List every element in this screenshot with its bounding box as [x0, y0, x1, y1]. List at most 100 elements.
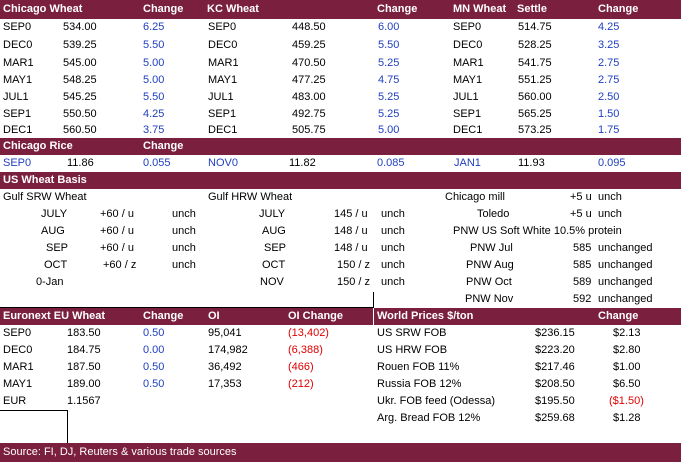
basis-title: US Wheat Basis	[3, 174, 87, 186]
change-value: 3.25	[598, 39, 620, 51]
change-value: 6.00	[378, 21, 400, 33]
contract-month: MAR1	[208, 57, 239, 69]
chicago-mill-value: +5 u	[570, 191, 592, 203]
euronext-title: Euronext EU Wheat	[3, 310, 106, 322]
price-value: $259.68	[535, 412, 575, 424]
oi-value: 174,982	[208, 344, 248, 356]
change-value: 5.50	[143, 39, 165, 51]
settle-value: 448.50	[292, 21, 326, 33]
euronext-header-bar	[0, 308, 373, 325]
oi-change-value: (13,402)	[288, 327, 329, 339]
chicago-mill-label: Chicago mill	[445, 191, 505, 203]
contract-month: SEP1	[208, 108, 237, 120]
basis-month: 0-Jan	[36, 276, 64, 288]
pnw-value: 585	[573, 259, 592, 271]
price-change: $1.28	[613, 412, 641, 424]
contract-month: SEP0	[3, 327, 32, 339]
price-value: $195.50	[535, 395, 575, 407]
basis-value: 150 / z	[337, 259, 371, 271]
price-change: $2.13	[613, 327, 641, 339]
basis-month: SEP	[46, 242, 69, 254]
basis-change: unch	[381, 276, 405, 288]
settle-value: 459.25	[292, 39, 326, 51]
toledo-value: +5 u	[570, 208, 592, 220]
contract-month: DEC0	[453, 39, 483, 51]
toledo-label: Toledo	[477, 208, 510, 220]
settle-value: 184.75	[67, 344, 101, 356]
pnw-value: 585	[573, 242, 592, 254]
contract-month: DEC1	[453, 124, 483, 136]
basis-change: unch	[172, 225, 196, 237]
change-value: 6.25	[143, 21, 165, 33]
change-value: 1.50	[598, 108, 620, 120]
pnw-month: PNW Jul	[470, 242, 513, 254]
contract-month: SEP1	[3, 108, 32, 120]
change-value: 5.25	[378, 57, 400, 69]
contract-month: JUL1	[453, 91, 479, 103]
oi-change-value: (466)	[288, 361, 314, 373]
settle-value: 541.75	[518, 57, 552, 69]
settle-value: 565.25	[518, 108, 552, 120]
basis-value: 150 / z	[337, 276, 371, 288]
change-value: 4.25	[143, 108, 165, 120]
pnw-title: PNW US Soft White 10.5% protein	[453, 225, 622, 237]
world-prices-header-bar	[374, 308, 681, 325]
contract-month: SEP0	[453, 21, 482, 33]
change-value: 0.50	[143, 327, 165, 339]
price-change: $6.50	[613, 378, 641, 390]
euronext-oi-change-header: OI Change	[288, 310, 344, 322]
change-value: 2.50	[598, 91, 620, 103]
pnw-value: 592	[573, 293, 592, 305]
toledo-change: unch	[598, 208, 622, 220]
price-label: Russia FOB 12%	[377, 378, 462, 390]
pnw-change: unchanged	[598, 293, 653, 305]
pnw-month: PNW Aug	[466, 259, 514, 271]
euronext-change-header: Change	[143, 310, 184, 322]
contract-month: DEC1	[3, 124, 33, 136]
basis-value: 148 / u	[334, 225, 368, 237]
settle-value: 545.00	[63, 57, 97, 69]
contract-month: JUL1	[208, 91, 234, 103]
change-value: 1.75	[598, 124, 620, 136]
oi-change-value: (6,388)	[288, 344, 323, 356]
oi-change-value: (212)	[288, 378, 314, 390]
rice-title: Chicago Rice	[3, 140, 73, 152]
change-value: 4.25	[598, 21, 620, 33]
rice-value: 11.82	[289, 157, 316, 169]
gulf-srw-title: Gulf SRW Wheat	[3, 191, 87, 203]
mn-wheat-change-header: Change	[598, 3, 639, 15]
kc-wheat-title: KC Wheat	[207, 3, 259, 15]
contract-month: MAR1	[3, 57, 34, 69]
rice-header-bar	[0, 138, 681, 155]
basis-change: unch	[381, 242, 405, 254]
basis-value: +60 / u	[100, 208, 134, 220]
basis-month: OCT	[262, 259, 286, 271]
divider-line	[67, 410, 68, 443]
contract-month: MAY1	[208, 74, 238, 86]
basis-value: +60 / z	[103, 259, 137, 271]
contract-month: JUL1	[3, 91, 29, 103]
pnw-month: PNW Oct	[466, 276, 512, 288]
change-value: 2.75	[598, 74, 620, 86]
settle-value: 528.25	[518, 39, 552, 51]
contract-month: DEC0	[208, 39, 238, 51]
contract-month: SEP0	[3, 21, 32, 33]
change-value: 5.00	[378, 124, 400, 136]
kc-wheat-change-header: Change	[377, 3, 418, 15]
futures-header-bar	[0, 0, 681, 19]
settle-value: 483.00	[292, 91, 326, 103]
contract-month: MAR1	[3, 361, 34, 373]
basis-change: unch	[381, 208, 405, 220]
gulf-hrw-title: Gulf HRW Wheat	[208, 191, 293, 203]
contract-month: MAY1	[3, 378, 33, 390]
euronext-oi-header: OI	[208, 310, 220, 322]
source-footer-bar	[0, 443, 681, 462]
settle-value: 534.00	[63, 21, 97, 33]
contract-month: DEC0	[3, 39, 33, 51]
settle-value: 183.50	[67, 327, 101, 339]
basis-change: unch	[381, 259, 405, 271]
divider-line	[373, 292, 374, 308]
settle-value: 470.50	[292, 57, 326, 69]
settle-value: 187.50	[67, 361, 101, 373]
price-value: $217.46	[535, 361, 575, 373]
